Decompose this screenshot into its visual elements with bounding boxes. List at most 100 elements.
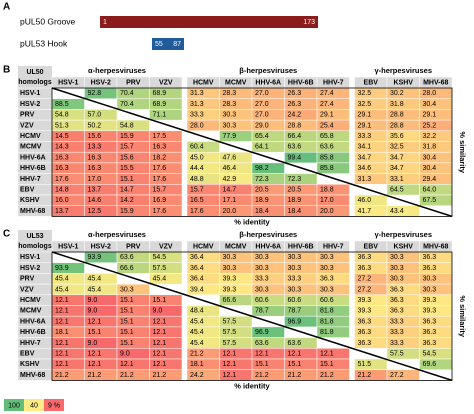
column-header: MHV-68 — [423, 243, 448, 250]
cell-value: 36.4 — [190, 276, 204, 283]
cell-value: 25.2 — [423, 122, 437, 129]
cell-value: 20.0 — [223, 208, 237, 215]
cell-value: 18.9 — [255, 197, 269, 204]
cell-value: 15.1 — [120, 308, 134, 315]
cell-value: 35.6 — [390, 133, 404, 140]
cell-value: 12.1 — [153, 318, 167, 325]
cell-value: 29.1 — [358, 112, 372, 119]
cell-value: 30.3 — [288, 286, 302, 293]
cell-value: 27.2 — [390, 372, 404, 379]
cell-value: 21.2 — [55, 372, 69, 379]
cell-value: 18.1 — [190, 361, 204, 368]
cell-value: 15.1 — [120, 329, 134, 336]
cell-value: 46.0 — [358, 197, 372, 204]
column-header: MHV-68 — [423, 79, 448, 86]
cell-value: 14.3 — [55, 144, 69, 151]
cell-value: 36.3 — [423, 329, 437, 336]
cell-value: 17.0 — [88, 176, 102, 183]
row-header: HCMV — [20, 133, 41, 140]
group-name: γ-herpesviruses — [374, 230, 432, 239]
cell-value: 51.3 — [55, 122, 69, 129]
cell-value: 12.1 — [55, 308, 69, 315]
cell-value: 33.3 — [390, 340, 404, 347]
cell-value: 9.0 — [153, 308, 163, 315]
cell-value: 15.1 — [153, 297, 167, 304]
cell-value: 14.5 — [55, 133, 69, 140]
cell-value: 39.3 — [358, 308, 372, 315]
cell-value: 54.8 — [55, 112, 69, 119]
cell-value: 12.1 — [255, 350, 269, 357]
row-header: KSHV — [20, 197, 40, 204]
cell-value: 20.5 — [288, 186, 302, 193]
corner-text: homologs — [18, 243, 52, 250]
cell-value: 15.1 — [120, 176, 134, 183]
cell-value: 17.6 — [153, 165, 167, 172]
cell-value: 13.7 — [55, 208, 69, 215]
domain-start: 55 — [155, 41, 163, 48]
cell-value: 33.3 — [288, 276, 302, 283]
column-header: HHV-7 — [323, 79, 344, 86]
cell-value: 30.4 — [423, 154, 437, 161]
cell-value: 27.2 — [358, 286, 372, 293]
cell-value: 12.1 — [88, 350, 102, 357]
row-header: EBV — [20, 186, 35, 193]
cell-value: 27.0 — [255, 112, 269, 119]
cell-value: 20.5 — [255, 186, 269, 193]
cell-value: 98.2 — [255, 165, 269, 172]
cell-value: 17.6 — [190, 208, 204, 215]
cell-value: 12.1 — [55, 350, 69, 357]
cell-value: 27.4 — [320, 101, 334, 108]
cell-value: 9.0 — [88, 297, 98, 304]
cell-value: 68.9 — [153, 90, 167, 97]
cell-value: 13.3 — [88, 144, 102, 151]
group-name: β-herpesviruses — [239, 230, 297, 239]
cell-value: 29.4 — [423, 176, 437, 183]
column-header: KSHV — [394, 243, 414, 250]
cell-value: 33.1 — [390, 176, 404, 183]
cell-value: 14.7 — [120, 186, 134, 193]
row-header: HHV-6B — [20, 165, 46, 172]
cell-value: 64.5 — [390, 186, 404, 193]
cell-value: 67.5 — [423, 197, 437, 204]
cell-value: 12.1 — [153, 350, 167, 357]
row-header: MCMV — [20, 308, 42, 315]
corner-text: UL50 — [26, 69, 43, 76]
cell-value: 25.4 — [320, 122, 334, 129]
cell-value: 30.3 — [288, 265, 302, 272]
cell-value: 21.2 — [120, 372, 134, 379]
cell-value: 81.8 — [320, 308, 334, 315]
cell-value: 60.6 — [320, 297, 334, 304]
cell-value: 66.6 — [120, 265, 134, 272]
row-header: HHV-6A — [20, 154, 46, 161]
cell-value: 36.4 — [190, 265, 204, 272]
cell-value: 30.3 — [223, 254, 237, 261]
domain-name: pUL50 Groove — [20, 16, 76, 26]
cell-value: 24.2 — [288, 112, 302, 119]
cell-value: 66.6 — [223, 297, 237, 304]
cell-value: 96.9 — [288, 318, 302, 325]
cell-value: 29.1 — [320, 112, 334, 119]
group-name: β-herpesviruses — [239, 66, 297, 75]
cell-value: 36.3 — [358, 340, 372, 347]
cell-value: 45.4 — [55, 286, 69, 293]
column-header: KSHV — [394, 79, 414, 86]
cell-value: 66.4 — [288, 133, 302, 140]
row-header: HHV-6B — [20, 329, 46, 336]
cell-value: 69.6 — [423, 361, 437, 368]
cell-value: 12.1 — [153, 340, 167, 347]
cell-value: 33.3 — [390, 318, 404, 325]
panel-label: A — [3, 2, 10, 13]
column-header: HHV-6B — [288, 79, 314, 86]
cell-value: 14.7 — [223, 186, 237, 193]
column-header: HHV-7 — [323, 243, 344, 250]
cell-value: 21.2 — [190, 350, 204, 357]
column-header: HHV-6A — [255, 79, 281, 86]
cell-value: 36.3 — [390, 308, 404, 315]
cell-value: 21.2 — [288, 372, 302, 379]
cell-value: 27.4 — [320, 90, 334, 97]
domain-name: pUL53 Hook — [20, 38, 68, 48]
cell-value: 12.1 — [55, 361, 69, 368]
cell-value: 28.0 — [423, 90, 437, 97]
cell-value: 33.3 — [358, 133, 372, 140]
cell-value: 30.3 — [320, 286, 334, 293]
